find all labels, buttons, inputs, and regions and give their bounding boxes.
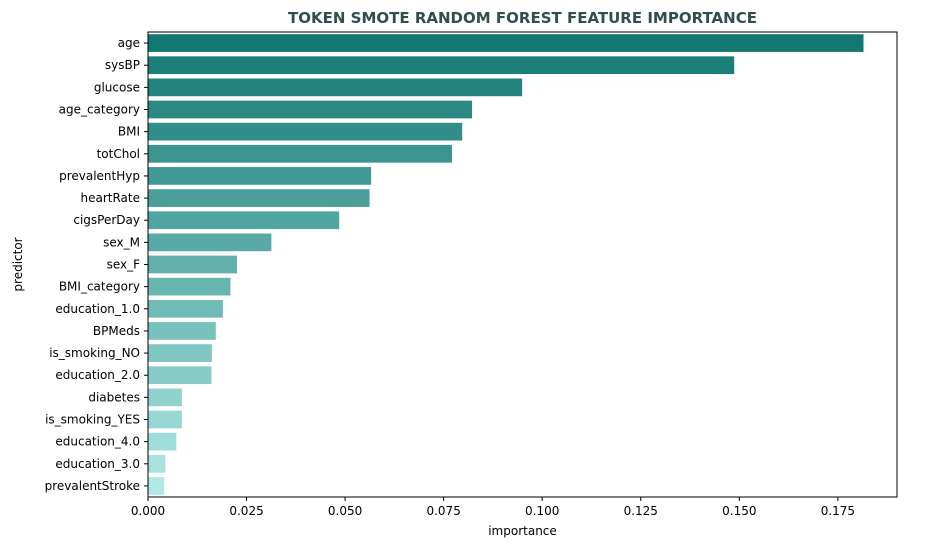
bars-group (148, 34, 864, 495)
bar-sex_F (148, 255, 238, 274)
y-tick-label: BPMeds (93, 324, 140, 338)
x-axis-label: importance (488, 524, 557, 538)
y-tick-label: sex_F (107, 258, 141, 272)
y-tick-label: age (118, 36, 140, 50)
x-tick-label: 0.050 (328, 504, 362, 518)
bar-BPMeds (148, 322, 216, 340)
y-tick-label: prevalentStroke (45, 479, 140, 493)
y-tick-label: glucose (94, 80, 140, 94)
y-tick-label: cigsPerDay (73, 213, 140, 227)
x-tick-label: 0.000 (131, 504, 165, 518)
y-axis-label: predictor (11, 237, 25, 291)
bar-totChol (148, 144, 452, 163)
y-tick-label: diabetes (88, 390, 140, 404)
y-tick-label: prevalentHyp (59, 169, 140, 183)
bar-sysBP (148, 56, 735, 75)
y-tick-label: sysBP (105, 58, 140, 72)
bar-BMI (148, 122, 463, 141)
bar-cigsPerDay (148, 211, 340, 230)
y-tick-label: education_3.0 (55, 457, 140, 471)
y-tick-label: age_category (59, 103, 140, 117)
bar-sex_M (148, 233, 272, 252)
bar-age_category (148, 100, 473, 119)
y-axis-ticks: age sysBP glucose age_category BMI totChol pre… (45, 36, 148, 493)
y-tick-label: education_4.0 (55, 435, 140, 449)
plot-frame (147, 31, 898, 498)
bar-glucose (148, 78, 523, 97)
x-tick-label: 0.025 (229, 504, 263, 518)
x-tick-label: 0.150 (722, 504, 756, 518)
bar-is_smoking_YES (148, 410, 182, 429)
bar-BMI_category (148, 277, 231, 296)
y-tick-label: heartRate (81, 191, 141, 205)
bar-education_2.0 (148, 366, 212, 385)
bar-education_4.0 (148, 432, 177, 451)
y-tick-label: BMI_category (59, 280, 140, 294)
bar-is_smoking_NO (148, 344, 212, 362)
bar-education_1.0 (148, 299, 223, 318)
y-tick-label: education_1.0 (55, 302, 140, 316)
bar-diabetes (148, 388, 182, 407)
x-tick-label: 0.175 (821, 504, 855, 518)
y-tick-label: education_2.0 (55, 368, 140, 382)
y-tick-label: totChol (97, 147, 140, 161)
x-tick-label: 0.075 (426, 504, 460, 518)
bar-prevalentHyp (148, 167, 372, 185)
bar-prevalentStroke (148, 477, 165, 495)
x-tick-label: 0.125 (624, 504, 658, 518)
y-tick-label: is_smoking_NO (49, 346, 140, 360)
bar-education_3.0 (148, 454, 166, 473)
bar-heartRate (148, 189, 370, 207)
chart-title: TOKEN SMOTE RANDOM FOREST FEATURE IMPORT… (288, 9, 757, 27)
y-tick-label: sex_M (103, 235, 140, 249)
y-tick-label: is_smoking_YES (45, 413, 140, 427)
bar-age (148, 34, 864, 52)
x-axis-ticks: 0.000 0.025 0.050 0.075 0.100 0.125 0.150 0.175 (131, 497, 855, 518)
x-tick-label: 0.100 (525, 504, 559, 518)
y-tick-label: BMI (118, 125, 140, 139)
